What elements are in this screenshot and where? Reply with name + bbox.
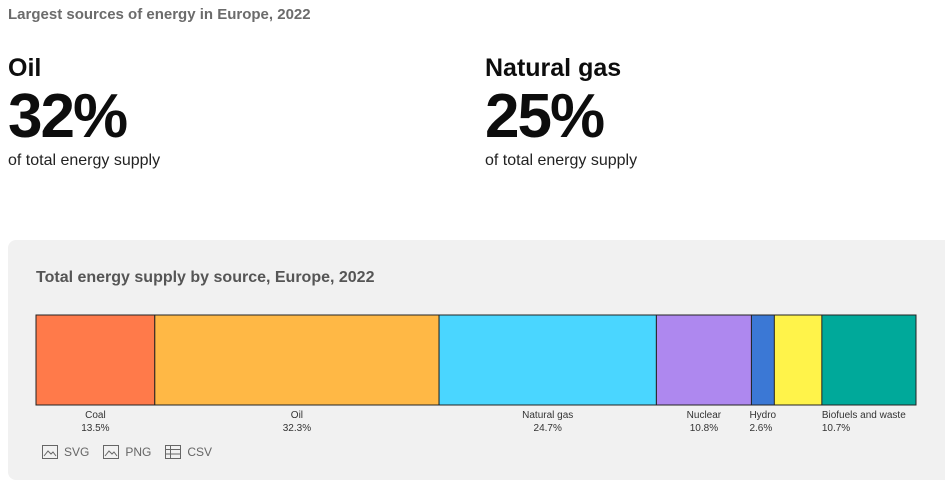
- value-label: 10.7%: [822, 423, 850, 434]
- bar-segment-natural-gas[interactable]: [438, 314, 657, 406]
- category-label: Hydro: [749, 410, 776, 421]
- value-label: 2.6%: [749, 423, 772, 434]
- table-icon: [165, 445, 182, 459]
- stat-label: Oil: [8, 54, 42, 82]
- chart-title: Total energy supply by source, Europe, 2…: [36, 269, 375, 286]
- value-label: 24.7%: [534, 423, 562, 434]
- value-label: 13.5%: [81, 423, 109, 434]
- bar-segment-biofuels-and-waste[interactable]: [821, 314, 917, 406]
- download-csv-label: CSV: [187, 445, 213, 459]
- stat-oil: Oil 32% of total energy supply: [8, 52, 448, 172]
- bar-outline: [35, 314, 917, 406]
- value-label: 32.3%: [283, 423, 311, 434]
- category-label: Nuclear: [687, 410, 722, 421]
- stat-subtitle: of total energy supply: [8, 152, 161, 169]
- category-label: Natural gas: [522, 410, 573, 421]
- image-icon: [103, 445, 120, 459]
- stacked-bar-chart: Coal 13.5% Oil 32.3% Natural gas 24.7% Nuclear…: [35, 314, 917, 434]
- value-label: 10.8%: [690, 423, 718, 434]
- download-png-label: PNG: [125, 445, 152, 459]
- category-label: Oil: [291, 410, 303, 421]
- stat-value: 25%: [485, 82, 605, 151]
- stat-natural-gas: Natural gas 25% of total energy supply: [485, 52, 925, 172]
- category-label: Biofuels and waste: [822, 410, 906, 421]
- download-csv-button[interactable]: CSV: [165, 445, 212, 459]
- stat-label: Natural gas: [485, 54, 622, 82]
- category-label: Coal: [85, 410, 106, 421]
- download-png-button[interactable]: PNG: [103, 445, 151, 459]
- image-icon: [42, 445, 58, 459]
- stat-subtitle: of total energy supply: [485, 152, 638, 169]
- bar-segment-oil[interactable]: [154, 314, 440, 406]
- stat-value: 32%: [8, 82, 128, 151]
- bar-segment-hydro[interactable]: [750, 314, 775, 406]
- download-svg-button[interactable]: SVG: [42, 445, 89, 459]
- download-toolbar: SVG PNG CSV: [42, 445, 212, 459]
- bar-segment-coal[interactable]: [35, 314, 156, 406]
- download-svg-label: SVG: [64, 445, 90, 459]
- bar-segment-nuclear[interactable]: [655, 314, 752, 406]
- chart-card: Total energy supply by source, Europe, 2…: [8, 240, 945, 480]
- page-title: Largest sources of energy in Europe, 202…: [8, 6, 311, 23]
